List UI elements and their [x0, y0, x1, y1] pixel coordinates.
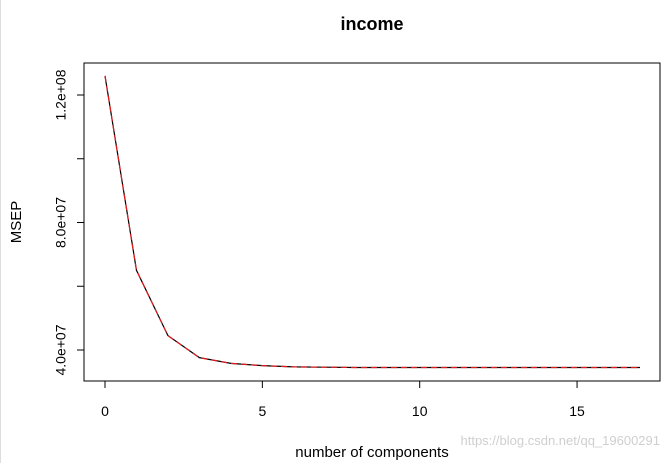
y-axis-label: MSEP	[8, 201, 25, 244]
x-tick-label: 15	[569, 403, 585, 419]
series-line-red	[104, 75, 640, 369]
y-tick-label: 4.0e+07	[53, 324, 69, 375]
y-tick-label: 8.0e+07	[53, 197, 69, 248]
plot-area-frame	[83, 62, 661, 382]
x-tick-label: 0	[101, 403, 109, 419]
series-line-black	[104, 75, 640, 369]
x-axis: 0 5 10 15	[101, 380, 585, 419]
chart-title: income	[340, 14, 403, 34]
watermark-text: https://blog.csdn.net/qq_19600291	[461, 433, 661, 448]
y-tick-label: 1.2e+08	[53, 69, 69, 120]
x-tick-label: 10	[412, 403, 428, 419]
x-axis-label: number of components	[295, 444, 448, 461]
y-axis: 4.0e+07 8.0e+07 1.2e+08	[53, 69, 85, 376]
window-edge	[0, 0, 1, 463]
x-tick-label: 5	[258, 403, 266, 419]
series-group	[104, 75, 640, 369]
